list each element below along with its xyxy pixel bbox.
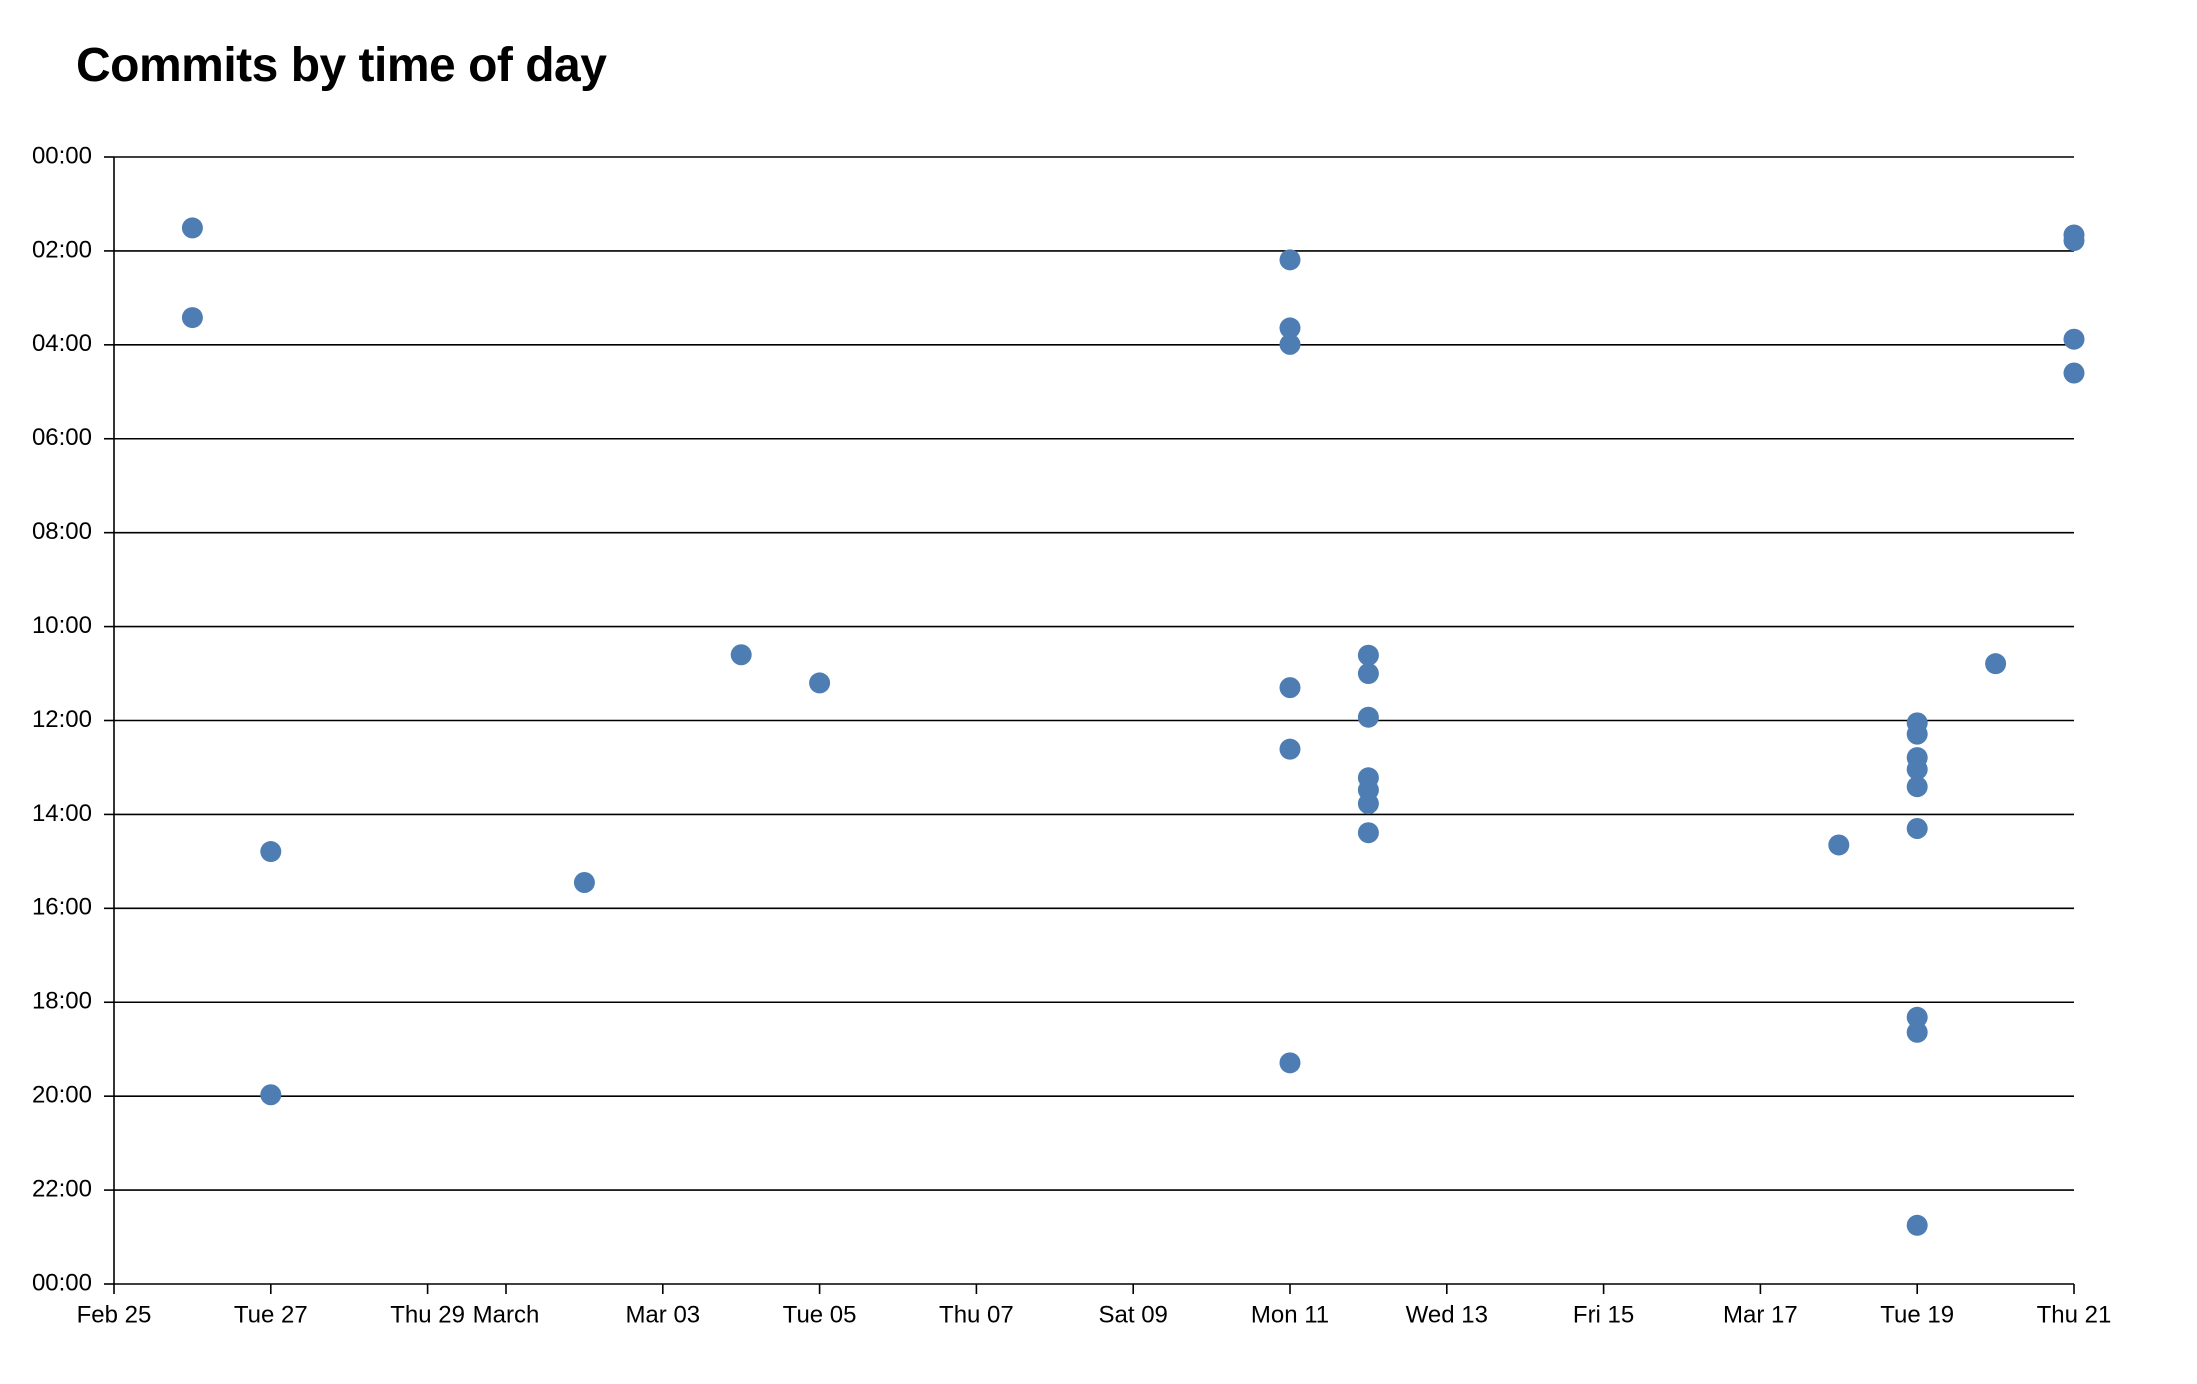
x-tick-label: Thu 07 xyxy=(939,1301,1014,1328)
y-tick-label: 00:00 xyxy=(32,142,92,169)
data-point xyxy=(1357,822,1379,844)
data-point xyxy=(1906,1021,1928,1043)
x-tick-label: Mar 17 xyxy=(1723,1301,1798,1328)
data-point xyxy=(1906,1006,1928,1028)
y-tick-label: 18:00 xyxy=(32,988,92,1015)
y-tick-label: 16:00 xyxy=(32,894,92,921)
data-point xyxy=(1906,723,1928,745)
x-tick-label: March xyxy=(473,1301,540,1328)
x-tick-label: Sat 09 xyxy=(1099,1301,1168,1328)
y-tick-label: 02:00 xyxy=(32,236,92,263)
data-point xyxy=(260,841,282,863)
y-tick-label: 22:00 xyxy=(32,1175,92,1202)
data-point xyxy=(1279,677,1301,699)
data-point xyxy=(1985,653,2007,675)
data-point xyxy=(2063,328,2085,350)
x-tick-label: Fri 15 xyxy=(1573,1301,1634,1328)
x-tick-label: Tue 27 xyxy=(234,1301,308,1328)
x-tick-label: Feb 25 xyxy=(77,1301,152,1328)
x-tick-label: Mon 11 xyxy=(1251,1301,1329,1328)
data-point xyxy=(181,217,203,239)
data-point xyxy=(730,644,752,666)
y-tick-label: 08:00 xyxy=(32,518,92,545)
chart-title: Commits by time of day xyxy=(76,39,607,92)
data-point xyxy=(809,672,831,694)
data-point xyxy=(1906,758,1928,780)
data-point xyxy=(1279,333,1301,355)
data-point xyxy=(1828,834,1850,856)
x-tick-label: Tue 05 xyxy=(783,1301,857,1328)
data-point xyxy=(1906,1214,1928,1236)
y-tick-label: 14:00 xyxy=(32,800,92,827)
data-point xyxy=(2063,362,2085,384)
y-tick-label: 12:00 xyxy=(32,706,92,733)
x-tick-label: Mar 03 xyxy=(625,1301,700,1328)
y-tick-label: 00:00 xyxy=(32,1269,92,1296)
data-point xyxy=(1906,776,1928,798)
data-point xyxy=(1906,818,1928,840)
data-point xyxy=(1279,317,1301,339)
x-tick-label: Wed 13 xyxy=(1406,1301,1488,1328)
data-point xyxy=(2063,230,2085,252)
data-point xyxy=(1357,663,1379,685)
y-tick-label: 04:00 xyxy=(32,330,92,357)
data-point xyxy=(1357,706,1379,728)
x-tick-label: Thu 21 xyxy=(2037,1301,2112,1328)
y-tick-label: 10:00 xyxy=(32,612,92,639)
y-tick-label: 06:00 xyxy=(32,424,92,451)
data-point xyxy=(260,1084,282,1106)
data-point xyxy=(1279,249,1301,271)
y-tick-label: 20:00 xyxy=(32,1082,92,1109)
data-point xyxy=(1357,644,1379,666)
x-tick-label: Tue 19 xyxy=(1880,1301,1954,1328)
data-point xyxy=(1279,738,1301,760)
data-point xyxy=(1279,1052,1301,1074)
data-point xyxy=(573,872,595,894)
data-point xyxy=(181,307,203,329)
x-tick-label: Thu 29 xyxy=(390,1301,465,1328)
data-point xyxy=(1357,793,1379,815)
